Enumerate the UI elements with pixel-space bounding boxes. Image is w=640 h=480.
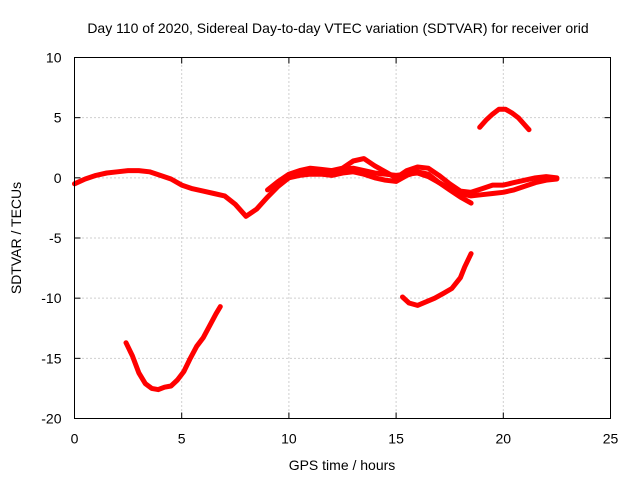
x-tick-label: 5 xyxy=(178,431,186,447)
chart-title: Day 110 of 2020, Sidereal Day-to-day VTE… xyxy=(87,20,588,36)
grid xyxy=(74,57,611,419)
y-tick-label: -10 xyxy=(41,290,61,306)
series-arc-upper-right xyxy=(477,106,532,133)
x-axis-label: GPS time / hours xyxy=(289,457,396,473)
y-axis-label: SDTVAR / TECUs xyxy=(8,182,24,294)
y-tick-label: -5 xyxy=(49,230,62,246)
y-tick-label: 10 xyxy=(46,50,62,66)
y-tick-label: -15 xyxy=(41,350,61,366)
series-arc-lower-right xyxy=(400,251,474,308)
tick-labels: 0 5 10 15 20 25 -20 -15 -10 -5 0 5 10 xyxy=(41,50,618,447)
y-tick-label: -20 xyxy=(41,411,61,427)
x-tick-label: 25 xyxy=(603,431,619,447)
x-tick-label: 15 xyxy=(388,431,404,447)
x-tick-label: 10 xyxy=(281,431,297,447)
x-tick-label: 20 xyxy=(496,431,512,447)
series-main-band-c xyxy=(275,169,474,206)
series-arc-lower-left xyxy=(123,304,223,393)
series-group xyxy=(72,106,560,393)
y-tick-label: 5 xyxy=(54,110,62,126)
y-tick-label: 0 xyxy=(54,170,62,186)
series-main-band-b xyxy=(265,156,560,195)
x-tick-label: 0 xyxy=(71,431,79,447)
axis-ticks xyxy=(74,57,611,419)
